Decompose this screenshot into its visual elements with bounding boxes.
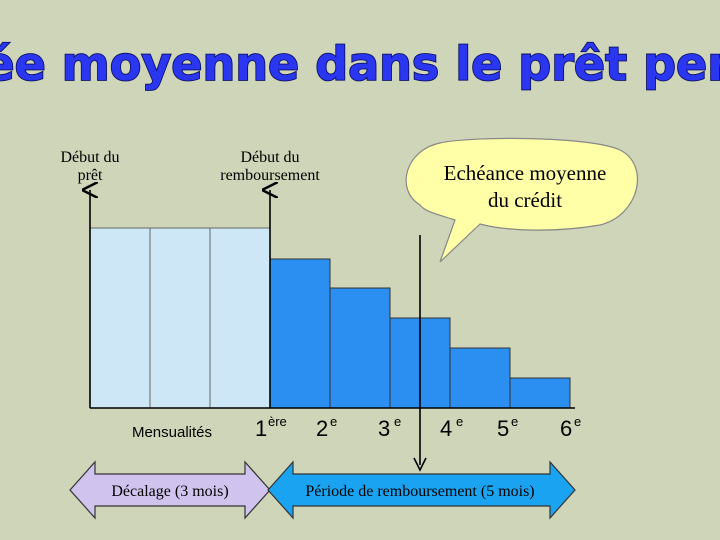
loan-start-label-line2: prêt (78, 167, 103, 184)
rank-suffix: e (394, 414, 401, 429)
deferral-arrow-label: Décalage (3 mois) (111, 483, 228, 500)
repayment-bar-4 (449, 347, 511, 409)
average-maturity-arrowhead (413, 457, 427, 472)
installment-rank-1: 1 ère (255, 414, 287, 441)
maturity-label-line2: du crédit (488, 188, 562, 212)
rank-suffix: e (574, 414, 581, 429)
installment-rank-2: 2 e (316, 414, 337, 441)
rank-number: 2 (316, 416, 328, 441)
repayment-bar-1 (269, 258, 331, 409)
rank-suffix: e (330, 414, 337, 429)
repayment-bar-5 (509, 377, 571, 409)
rank-number: 4 (440, 416, 452, 441)
installment-rank-4: 4 e (440, 414, 463, 441)
repayment-period-arrow-label: Période de remboursement (5 mois) (305, 483, 534, 500)
rank-number: 6 (560, 416, 572, 441)
rank-number: 3 (378, 416, 390, 441)
repayment-period-arrow (267, 460, 576, 520)
repayment-start-label-line1: Début du (240, 149, 299, 166)
rank-suffix: e (456, 414, 463, 429)
repayment-start-label-line2: remboursement (220, 167, 320, 184)
installment-rank-5: 5 e (497, 414, 518, 441)
installments-label: Mensualités (132, 424, 212, 441)
maturity-speech-bubble (405, 137, 638, 263)
rank-number: 5 (497, 416, 509, 441)
installment-rank-6: 6 e (560, 414, 581, 441)
page-title: La durée moyenne dans le prêt personnel (0, 37, 720, 91)
installment-rank-3: 3 e (378, 414, 401, 441)
rank-suffix: ère (268, 414, 287, 429)
repayment-bar-2 (329, 287, 391, 409)
maturity-label-line1: Echéance moyenne (444, 161, 607, 185)
rank-suffix: e (511, 414, 518, 429)
loan-start-label-line1: Début du (60, 149, 119, 166)
deferral-month-3 (209, 227, 271, 409)
deferral-month-1 (89, 227, 151, 409)
rank-number: 1 (255, 416, 267, 441)
deferral-month-2 (149, 227, 211, 409)
